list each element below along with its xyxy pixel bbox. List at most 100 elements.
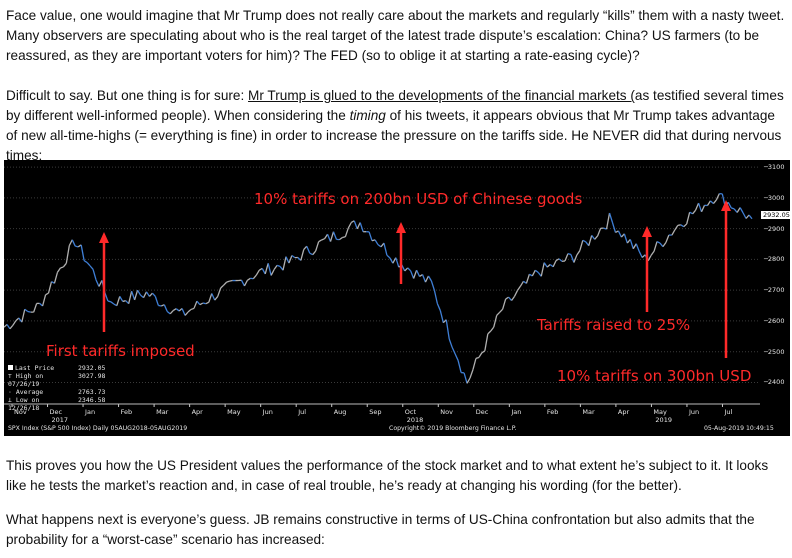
price-segment bbox=[564, 253, 569, 262]
price-segment bbox=[481, 350, 486, 354]
conclusion-paragraph: This proves you how the US President val… bbox=[6, 458, 769, 493]
price-segment bbox=[332, 231, 338, 240]
price-segment bbox=[558, 258, 563, 262]
annotation-arrow-head bbox=[396, 222, 406, 233]
price-segment bbox=[415, 269, 421, 277]
price-segment bbox=[742, 212, 747, 219]
price-segment bbox=[95, 279, 100, 287]
price-segment bbox=[98, 280, 103, 287]
price-segment bbox=[502, 298, 507, 310]
x-tick-label: May bbox=[653, 408, 667, 416]
y-tick-label: ─2400 bbox=[764, 378, 785, 387]
price-segment bbox=[83, 260, 88, 264]
price-segment bbox=[534, 269, 539, 274]
price-segment bbox=[404, 267, 409, 272]
price-segment bbox=[697, 202, 703, 212]
price-segment bbox=[163, 304, 168, 312]
price-segment bbox=[122, 300, 126, 303]
price-segment bbox=[617, 230, 622, 238]
price-segment bbox=[608, 212, 614, 223]
price-segment bbox=[306, 245, 311, 254]
price-segment bbox=[540, 262, 545, 277]
analysis-text-a: Difficult to say. But one thing is for s… bbox=[6, 88, 249, 103]
price-segment bbox=[184, 311, 189, 316]
price-segment bbox=[65, 245, 70, 264]
price-segment bbox=[671, 229, 676, 236]
x-tick-label: Jun bbox=[688, 408, 700, 416]
price-segment bbox=[374, 239, 379, 245]
price-segment bbox=[166, 310, 171, 315]
y-tick-label: ─2600 bbox=[764, 316, 785, 325]
price-segment bbox=[543, 262, 548, 268]
price-segment bbox=[638, 251, 643, 258]
price-segment bbox=[154, 296, 159, 306]
price-segment bbox=[493, 315, 498, 328]
price-segment bbox=[45, 292, 49, 296]
price-segment bbox=[267, 263, 272, 276]
price-segment bbox=[591, 235, 596, 240]
x-tick-label: Feb bbox=[546, 408, 559, 416]
price-segment bbox=[469, 369, 474, 379]
price-segment bbox=[626, 238, 631, 244]
price-segment bbox=[187, 308, 192, 313]
x-tick-label: May bbox=[227, 408, 241, 416]
price-segment bbox=[508, 296, 513, 301]
price-segment bbox=[430, 280, 436, 291]
price-segment bbox=[6, 324, 11, 330]
price-segment bbox=[75, 245, 79, 248]
legend-high-label: High on 07/26/19 bbox=[8, 372, 44, 388]
price-segment bbox=[706, 200, 711, 206]
analysis-paragraph: Difficult to say. But one thing is for s… bbox=[6, 86, 790, 166]
price-segment bbox=[588, 235, 593, 246]
price-segment bbox=[4, 323, 8, 328]
price-segment bbox=[199, 302, 204, 306]
price-segment bbox=[451, 347, 456, 355]
price-segment bbox=[220, 284, 225, 289]
x-tick-label: Jan bbox=[85, 408, 96, 416]
price-segment bbox=[285, 256, 290, 264]
price-segment bbox=[60, 266, 64, 269]
price-segment bbox=[240, 279, 246, 287]
price-segment bbox=[700, 205, 706, 213]
price-segment bbox=[439, 310, 444, 323]
price-segment bbox=[511, 295, 516, 301]
price-segment bbox=[41, 294, 47, 307]
price-segment bbox=[353, 220, 358, 230]
price-segment bbox=[214, 296, 219, 301]
price-segment bbox=[715, 193, 720, 201]
price-segment bbox=[733, 208, 738, 213]
price-segment bbox=[519, 280, 524, 287]
price-segment bbox=[377, 244, 382, 248]
x-tick-label: Sep bbox=[369, 408, 382, 416]
price-segment bbox=[128, 291, 133, 304]
price-segment bbox=[692, 209, 697, 215]
price-segment bbox=[315, 241, 320, 252]
price-segment bbox=[312, 250, 317, 256]
analysis-text-c: of his tweets, it appears obvious that M… bbox=[6, 108, 782, 163]
x-year-label: 2019 bbox=[655, 416, 672, 424]
price-segment bbox=[344, 227, 349, 237]
price-segment bbox=[710, 200, 714, 205]
price-segment bbox=[261, 268, 266, 275]
price-segment bbox=[392, 257, 397, 264]
annotation-300bn: 10% tariffs on 300bn USD bbox=[557, 367, 752, 385]
price-segment bbox=[597, 227, 602, 237]
price-segment bbox=[339, 236, 343, 241]
price-segment bbox=[223, 281, 228, 286]
outlook-paragraph: What happens next is everyone’s guess. J… bbox=[6, 512, 755, 547]
price-segment bbox=[288, 255, 293, 264]
price-segment bbox=[745, 214, 750, 219]
price-segment bbox=[252, 274, 257, 280]
intro-paragraph: Face value, one would imagine that Mr Tr… bbox=[6, 8, 785, 63]
price-segment bbox=[576, 250, 581, 256]
annotation-first-tariffs: First tariffs imposed bbox=[46, 342, 195, 360]
price-segment bbox=[342, 236, 346, 239]
price-segment bbox=[656, 241, 661, 244]
price-segment bbox=[525, 273, 530, 284]
price-segment bbox=[454, 353, 459, 361]
price-segment bbox=[516, 285, 522, 291]
last-price-marker: 2932.05 bbox=[761, 211, 790, 219]
price-segment bbox=[368, 231, 373, 242]
price-segment bbox=[463, 372, 468, 384]
x-tick-label: Aug bbox=[333, 408, 347, 416]
